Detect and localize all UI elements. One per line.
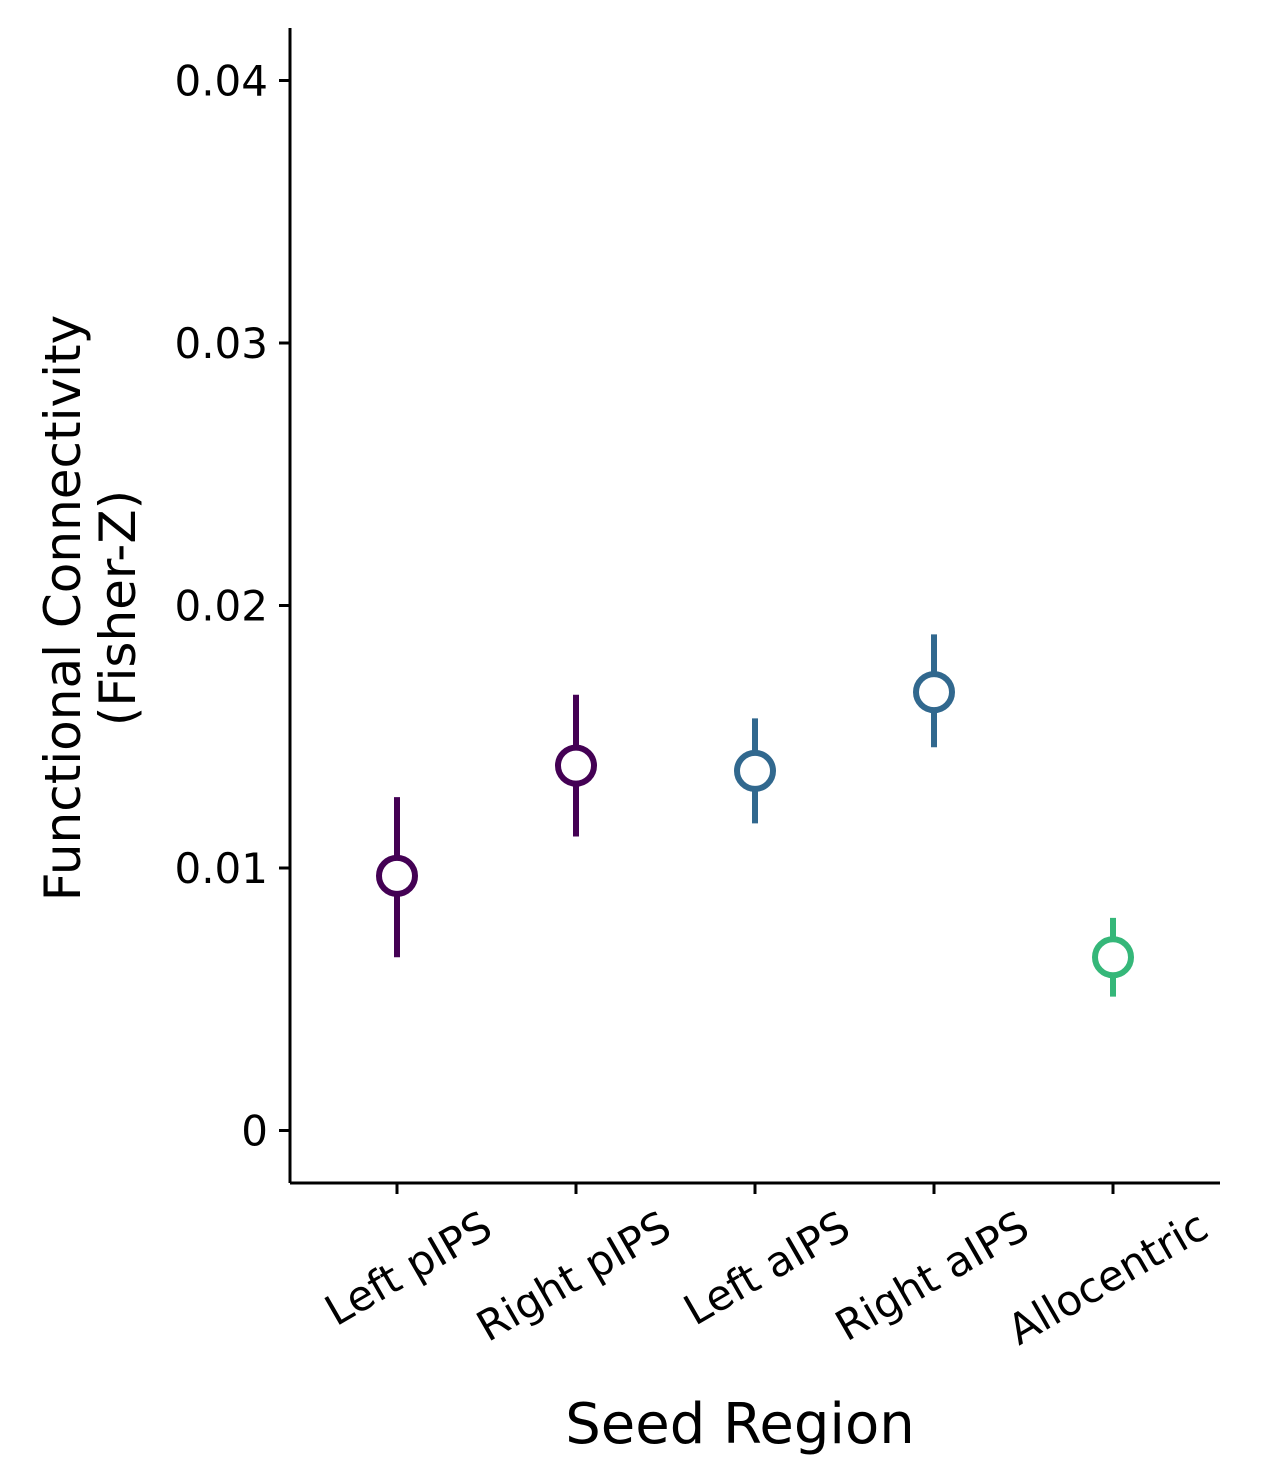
y-tick-label: 0.04 (174, 57, 268, 106)
y-tick-label: 0.01 (174, 844, 268, 893)
y-axis-title-line-1: Functional Connectivity (34, 315, 92, 901)
y-axis-title: Functional Connectivity (Fisher-Z) (34, 315, 147, 901)
y-tick-label: 0.02 (174, 582, 268, 631)
y-axis-ticks: 0 0.01 0.02 0.03 0.04 (174, 57, 290, 1156)
data-point (555, 744, 597, 787)
x-tick-label: Right aIPS (827, 1201, 1037, 1350)
data-point (376, 854, 418, 897)
x-tick-label: Right pIPS (468, 1201, 679, 1351)
y-axis-title-line-2: (Fisher-Z) (89, 490, 147, 726)
x-tick-label: Allocentric (999, 1201, 1216, 1354)
data-point (913, 671, 955, 714)
data-point (734, 749, 776, 792)
y-tick-label: 0 (241, 1107, 268, 1156)
plot-area (376, 634, 1134, 997)
x-axis-title: Seed Region (565, 1392, 915, 1457)
y-tick-label: 0.03 (174, 319, 268, 368)
data-point (1092, 936, 1134, 979)
